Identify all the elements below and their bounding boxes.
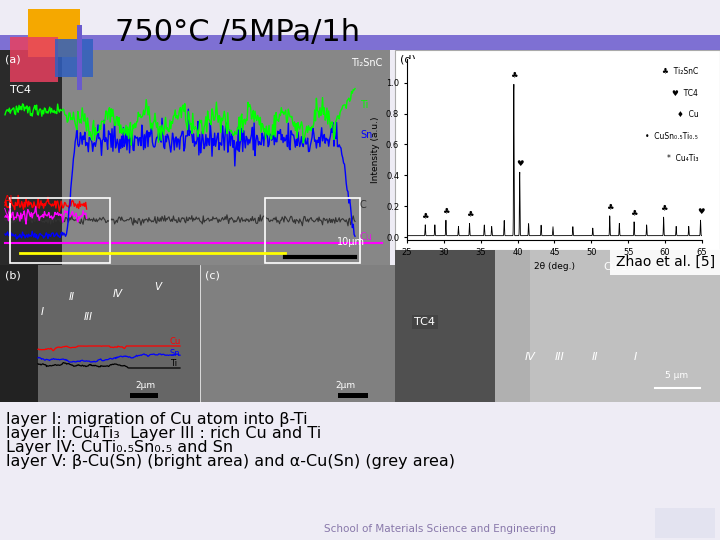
Text: V: V [4, 208, 11, 218]
Bar [10, 198, 110, 263]
Text: I: I [40, 307, 43, 317]
Text: ♣: ♣ [466, 210, 473, 219]
Bar [265, 198, 360, 263]
Bar [28, 9, 80, 57]
Bar [10, 37, 58, 82]
Bar [0, 265, 38, 402]
X-axis label: 2θ (deg.): 2θ (deg.) [534, 262, 575, 272]
Text: TC4: TC4 [10, 85, 31, 95]
Text: III: III [84, 312, 92, 322]
Text: Ti: Ti [170, 359, 177, 368]
Text: III: III [555, 352, 565, 362]
Text: Ti₂SnC: Ti₂SnC [351, 58, 382, 68]
Bar [338, 393, 368, 398]
Text: ♥: ♥ [516, 159, 523, 167]
Text: ♣: ♣ [606, 202, 613, 211]
Text: ♦  Cu: ♦ Cu [677, 110, 698, 119]
Text: layer II: Cu₄Ti₃  Layer III : rich Cu and Ti: layer II: Cu₄Ti₃ Layer III : rich Cu and… [6, 426, 321, 441]
Text: *  Cu₄Ti₃: * Cu₄Ti₃ [667, 154, 698, 163]
Text: Al: Al [4, 195, 14, 205]
Bar [130, 393, 158, 398]
Text: ♣: ♣ [421, 211, 429, 220]
Text: IV: IV [113, 289, 123, 299]
Text: ♣: ♣ [630, 208, 638, 217]
Text: ♣: ♣ [510, 71, 518, 80]
Bar [655, 508, 715, 538]
Text: Zhao et al. [5]: Zhao et al. [5] [616, 255, 715, 269]
Text: (d): (d) [400, 55, 416, 65]
Bar [0, 35, 720, 50]
Text: Ti: Ti [360, 100, 369, 110]
Text: (a): (a) [5, 55, 21, 65]
Text: TC4: TC4 [415, 317, 436, 327]
Text: ♣: ♣ [442, 207, 450, 215]
Text: II: II [592, 352, 598, 362]
Y-axis label: Intensity (a.u.): Intensity (a.u.) [372, 117, 380, 183]
Bar [0, 265, 200, 402]
Bar [395, 250, 513, 402]
Text: (c): (c) [205, 270, 220, 280]
Bar [200, 265, 395, 402]
Text: Cu: Cu [170, 337, 181, 346]
Text: School of Materials Science and Engineering: School of Materials Science and Engineer… [324, 524, 556, 534]
Text: I: I [634, 352, 636, 362]
Bar [0, 50, 390, 265]
Text: IV: IV [525, 352, 536, 362]
Bar [0, 50, 62, 265]
Bar [55, 39, 93, 77]
Text: ♥  TC4: ♥ TC4 [672, 89, 698, 98]
Text: 750°C /5MPa/1h: 750°C /5MPa/1h [115, 17, 360, 46]
Text: 10μm: 10μm [337, 237, 365, 247]
Text: layer I: migration of Cu atom into β-Ti: layer I: migration of Cu atom into β-Ti [6, 412, 307, 427]
Text: •  CuSn₀.₅Ti₀.₅: • CuSn₀.₅Ti₀.₅ [645, 132, 698, 141]
Bar [395, 250, 720, 402]
Text: Layer IV: CuTi₀.₅Sn₀.₅ and Sn: Layer IV: CuTi₀.₅Sn₀.₅ and Sn [6, 440, 233, 455]
Text: Sn: Sn [360, 130, 372, 140]
Text: ♣: ♣ [660, 204, 667, 213]
Text: Sn: Sn [170, 349, 181, 358]
Text: Cu: Cu [360, 232, 373, 242]
Text: ♣  Ti₂SnC: ♣ Ti₂SnC [662, 67, 698, 76]
Text: (b): (b) [5, 270, 21, 280]
Text: layer V: β-Cu(Sn) (bright area) and α-Cu(Sn) (grey area): layer V: β-Cu(Sn) (bright area) and α-Cu… [6, 454, 455, 469]
Bar [395, 50, 720, 250]
Text: C: C [360, 200, 366, 210]
Text: 5 μm: 5 μm [665, 371, 688, 380]
Text: 2μm: 2μm [135, 381, 155, 390]
Text: ♥: ♥ [697, 207, 704, 215]
Bar [62, 50, 390, 265]
Text: V: V [154, 282, 161, 292]
Bar [77, 25, 82, 90]
Text: II: II [69, 292, 75, 302]
Bar [495, 250, 530, 402]
Text: Cu: Cu [360, 232, 373, 242]
Text: Cu-10Sn: Cu-10Sn [603, 262, 647, 272]
Text: 2μm: 2μm [335, 381, 355, 390]
